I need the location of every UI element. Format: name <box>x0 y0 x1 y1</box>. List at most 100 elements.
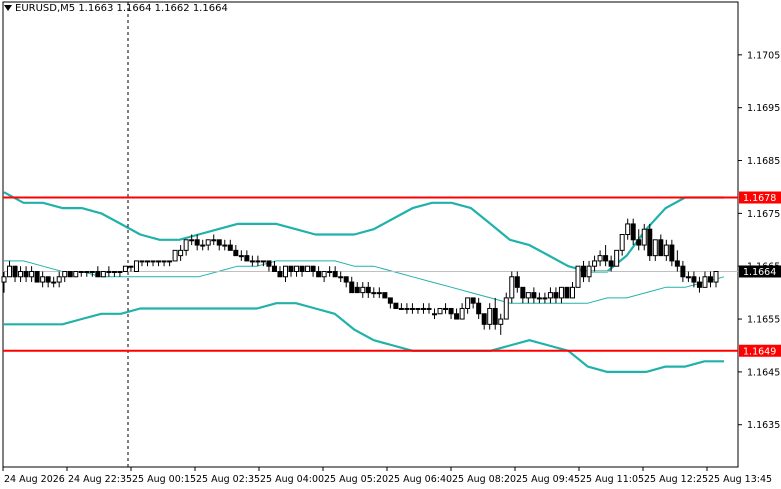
candle <box>145 260 151 267</box>
candle <box>338 271 344 283</box>
candle <box>581 260 587 283</box>
candle <box>73 270 79 278</box>
candle-body <box>111 270 117 273</box>
candle-body <box>282 265 288 278</box>
plot-frame <box>2 1 739 468</box>
candle-body <box>205 239 211 246</box>
candle <box>266 260 272 272</box>
candle <box>354 282 360 294</box>
candle-body <box>122 265 128 272</box>
candle <box>371 287 377 298</box>
candle <box>398 303 404 310</box>
candle-body <box>454 313 460 320</box>
candle <box>282 265 288 283</box>
candle-body <box>680 265 686 278</box>
candle <box>260 260 266 267</box>
candle-body <box>448 307 454 315</box>
candle <box>448 307 454 320</box>
candle-body <box>271 265 277 272</box>
candle <box>498 313 504 335</box>
candle <box>691 271 697 288</box>
candle-body <box>29 270 35 278</box>
candle-body <box>371 292 377 295</box>
candle-body <box>420 307 426 310</box>
candle <box>183 239 189 256</box>
candle <box>680 260 686 283</box>
candle-body <box>89 270 95 273</box>
candle-body <box>614 249 620 267</box>
candle <box>45 276 51 288</box>
candle <box>487 303 493 330</box>
candle <box>305 265 311 272</box>
candle-body <box>536 297 542 300</box>
candle-body <box>133 260 139 272</box>
candle-body <box>34 270 40 283</box>
candle <box>106 266 112 277</box>
candle <box>569 282 575 299</box>
candle-body <box>139 260 145 263</box>
candle-body <box>145 260 151 263</box>
candle <box>117 270 123 277</box>
candle-body <box>189 239 195 242</box>
candle <box>564 286 570 299</box>
candle <box>619 234 625 256</box>
candle <box>29 266 35 283</box>
candle-body <box>349 281 355 294</box>
candle <box>509 271 515 304</box>
candle-body <box>84 270 90 273</box>
candle <box>1 271 7 293</box>
candle-body <box>564 286 570 299</box>
candle <box>608 255 614 272</box>
candle <box>365 282 371 298</box>
candle-body <box>426 307 432 310</box>
candle <box>156 260 162 267</box>
candle <box>481 313 487 330</box>
candle-body <box>476 302 482 315</box>
candle-body <box>62 270 68 278</box>
candle-body <box>249 260 255 263</box>
current-price-box <box>739 265 781 278</box>
dropdown-triangle-icon[interactable] <box>4 5 12 11</box>
candle <box>432 308 438 320</box>
candle-body <box>630 223 636 241</box>
candle-body <box>211 239 217 242</box>
candle-body <box>244 255 250 262</box>
candle <box>713 270 719 288</box>
candle <box>128 265 134 272</box>
candle-body <box>365 286 371 294</box>
candle <box>647 223 653 261</box>
candle-body <box>581 265 587 278</box>
candle <box>189 234 195 246</box>
candle <box>200 239 206 251</box>
candle-body <box>354 286 360 294</box>
y-tick-label: 1.1705 <box>747 50 780 61</box>
candle <box>652 239 658 261</box>
candle-body <box>222 244 228 247</box>
candle <box>553 287 559 304</box>
candle <box>520 286 526 304</box>
candle-body <box>503 297 509 320</box>
candle <box>233 245 239 257</box>
candle <box>696 276 702 293</box>
candle-body <box>7 265 13 278</box>
candle-body <box>674 260 680 267</box>
candle-body <box>376 292 382 295</box>
candle <box>707 271 713 288</box>
candle <box>216 239 222 251</box>
candle-body <box>707 276 713 283</box>
candle-body <box>183 239 189 251</box>
candle <box>492 297 498 330</box>
y-tick-label: 1.1635 <box>747 420 780 431</box>
candle-body <box>492 307 498 325</box>
candle-body <box>200 244 206 247</box>
candle-body <box>95 270 101 278</box>
candle-body <box>597 255 603 262</box>
y-tick-label: 1.1685 <box>747 156 780 167</box>
candle-body <box>404 307 410 310</box>
candle-body <box>702 276 708 288</box>
candle-body <box>514 276 520 288</box>
candle <box>702 271 708 288</box>
candle <box>625 218 631 240</box>
candle-body <box>393 302 399 309</box>
